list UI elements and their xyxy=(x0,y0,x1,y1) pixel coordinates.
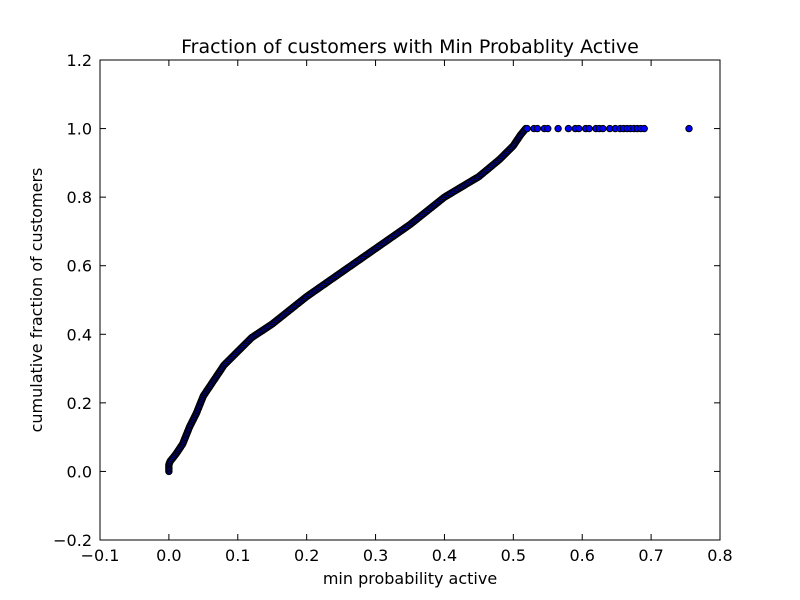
x-tick-label: 0.2 xyxy=(294,546,319,565)
data-point xyxy=(585,124,593,133)
data-point xyxy=(533,124,542,133)
y-tick-label: 0.2 xyxy=(67,394,92,413)
x-tick-label: 0.1 xyxy=(225,546,250,565)
data-point xyxy=(564,124,573,133)
data-point xyxy=(554,124,562,133)
x-tick-label: 0.6 xyxy=(569,546,594,565)
x-tick-label: 0.0 xyxy=(156,546,181,565)
y-axis-label: cumulative fraction of customers xyxy=(27,168,46,433)
axis-ticks: −0.1 0.0 0.1 0.2 0.3 0.4 0.5 0.6 0.7 0.8 −0.2 0.0 0.… xyxy=(53,51,733,565)
y-tick-label: −0.2 xyxy=(53,531,92,550)
y-tick-label: 1.2 xyxy=(67,51,92,70)
plot-area xyxy=(99,59,721,541)
data-point xyxy=(640,124,648,133)
y-tick-label: 0.6 xyxy=(67,257,92,276)
y-tick-label: 1.0 xyxy=(67,120,92,139)
x-tick-label: 0.4 xyxy=(432,546,457,565)
data-point xyxy=(544,124,552,133)
x-tick-label: 0.7 xyxy=(638,546,663,565)
x-axis-label: min probability active xyxy=(323,569,497,588)
data-points xyxy=(165,124,693,476)
data-point xyxy=(575,124,583,133)
data-point xyxy=(523,124,531,133)
y-tick-label: 0.8 xyxy=(67,188,92,207)
x-tick-label: 0.3 xyxy=(363,546,388,565)
x-tick-label: 0.8 xyxy=(707,546,732,565)
data-point xyxy=(685,124,693,133)
y-tick-label: 0.0 xyxy=(67,462,92,481)
data-point xyxy=(599,124,607,133)
x-tick-label: 0.5 xyxy=(501,546,526,565)
y-tick-label: 0.4 xyxy=(67,325,92,344)
x-tick-label: −0.1 xyxy=(81,546,120,565)
chart-title: Fraction of customers with Min Probablit… xyxy=(181,36,639,58)
